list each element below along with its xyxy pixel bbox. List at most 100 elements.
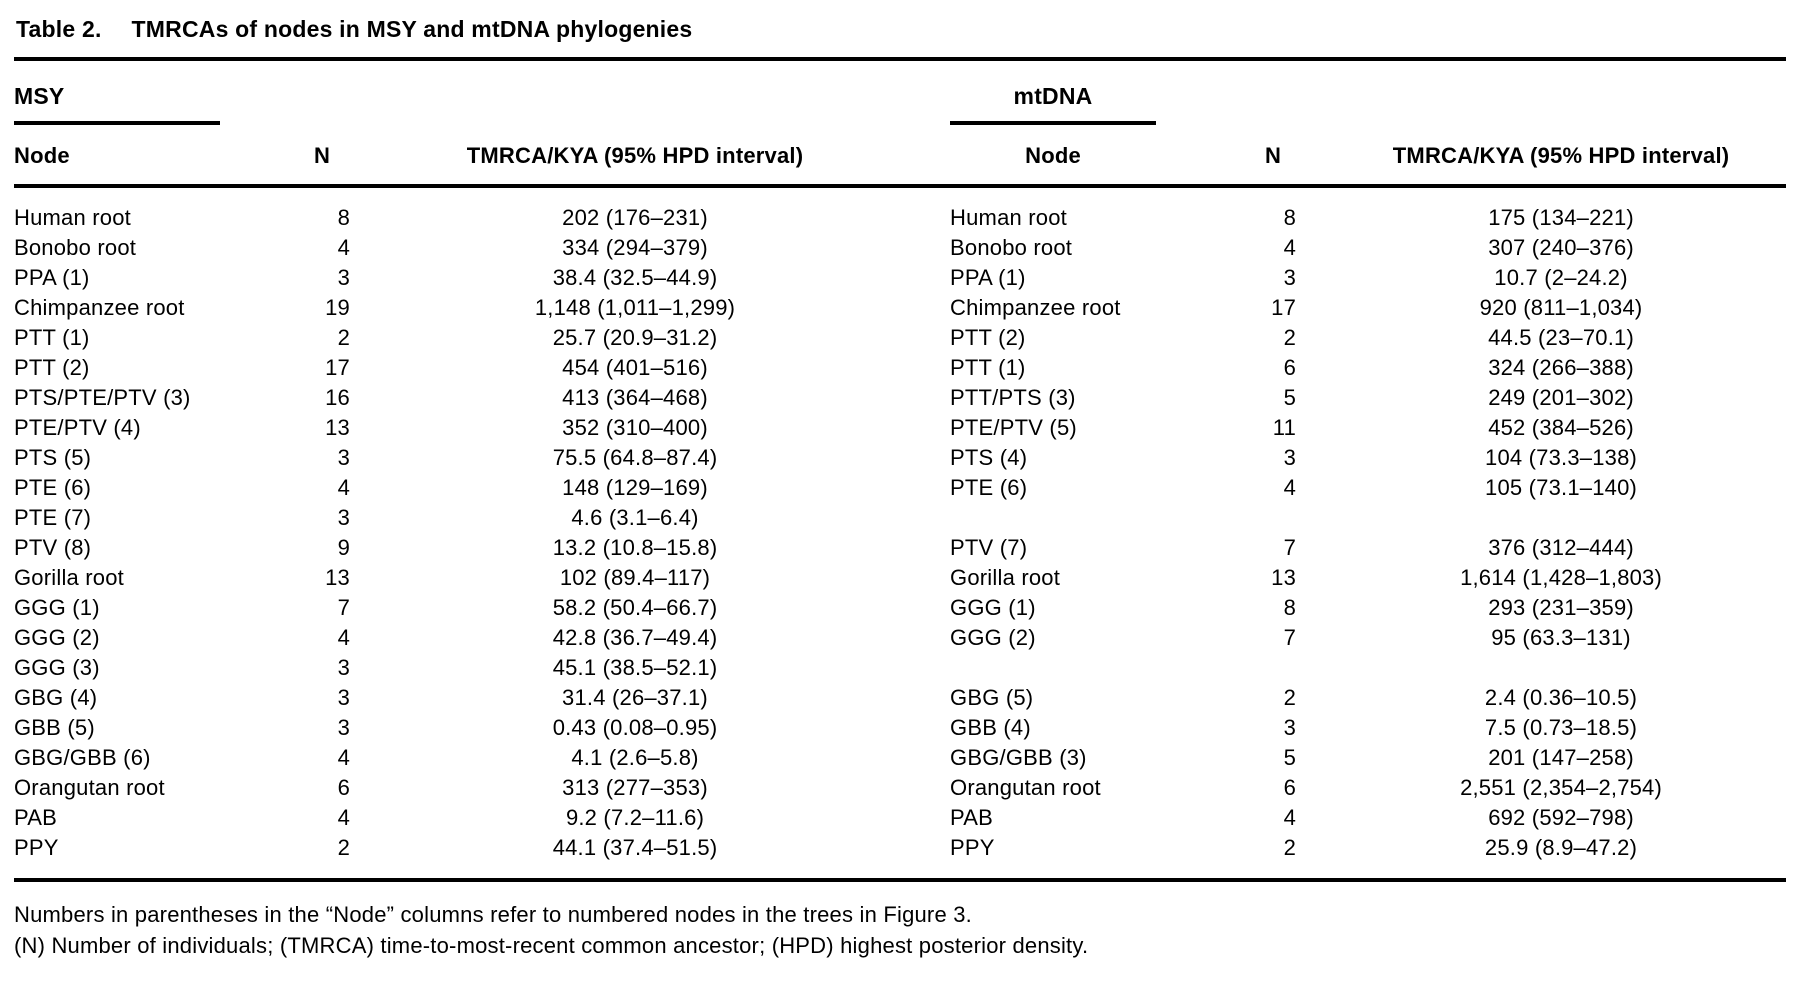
msy-tmrca-cell: 9.2 (7.2–11.6) bbox=[565, 805, 705, 830]
mtdna-tmrca-cell: 249 (201–302) bbox=[1488, 385, 1634, 410]
msy-tmrca-cell: 454 (401–516) bbox=[562, 355, 708, 380]
mtdna-tmrca-cell: 7.5 (0.73–18.5) bbox=[1484, 715, 1638, 740]
msy-node-cell: PTV (8) bbox=[14, 535, 92, 560]
mtdna-tmrca-cell: 307 (240–376) bbox=[1488, 235, 1634, 260]
table-row: PTE (6) 4 148 (129–169) PTE (6) 4 105 (73.1–1… bbox=[14, 473, 1786, 503]
row-spacer-cell bbox=[870, 533, 950, 563]
msy-node-cell: GGG (2) bbox=[14, 625, 100, 650]
group-spacer bbox=[870, 61, 950, 125]
mtdna-n-cell: 3 bbox=[1283, 445, 1297, 470]
row-spacer-cell bbox=[870, 623, 950, 653]
msy-tmrca-cell: 31.4 (26–37.1) bbox=[562, 685, 708, 710]
mtdna-node-cell: GGG (2) bbox=[950, 625, 1036, 650]
row-spacer-cell bbox=[870, 653, 950, 683]
mtdna-tmrca-cell: 920 (811–1,034) bbox=[1479, 295, 1643, 320]
msy-node-cell: GGG (1) bbox=[14, 595, 100, 620]
msy-n-cell: 4 bbox=[337, 745, 350, 770]
table-row: Chimpanzee root 19 1,148 (1,011–1,299) Chim… bbox=[14, 293, 1786, 323]
table-row: PPA (1) 3 38.4 (32.5–44.9) PPA (1) 3 10.7 (2–… bbox=[14, 263, 1786, 293]
msy-n-cell: 6 bbox=[337, 775, 350, 800]
mtdna-node-cell: GBB (4) bbox=[950, 715, 1031, 740]
top-rule bbox=[14, 57, 1786, 61]
msy-node-cell: PPY bbox=[14, 835, 59, 860]
msy-node-cell: GBG/GBB (6) bbox=[14, 745, 151, 770]
row-spacer-cell bbox=[870, 293, 950, 323]
mtdna-n-cell bbox=[1250, 503, 1296, 533]
table-number: Table 2. bbox=[16, 16, 102, 42]
mtdna-node-cell: PTE/PTV (5) bbox=[950, 415, 1077, 440]
col-header-mtdna-tmrca: TMRCA/KYA (95% HPD interval) bbox=[1296, 125, 1787, 188]
table-row: PTV (8) 9 13.2 (10.8–15.8) PTV (7) 7 376 (312… bbox=[14, 533, 1786, 563]
table-row: PAB 4 9.2 (7.2–11.6) PAB 4 692 (592–798) bbox=[14, 803, 1786, 833]
row-spacer-cell bbox=[870, 383, 950, 413]
msy-n-cell: 4 bbox=[337, 475, 350, 500]
msy-node-cell: PTS/PTE/PTV (3) bbox=[14, 385, 191, 410]
msy-node-cell: Bonobo root bbox=[14, 235, 137, 260]
mtdna-tmrca-cell: 2.4 (0.36–10.5) bbox=[1484, 685, 1638, 710]
footnote-line: Numbers in parentheses in the “Node” col… bbox=[14, 902, 972, 927]
group-label-mtdna: mtDNA bbox=[950, 83, 1157, 125]
msy-n-cell: 19 bbox=[325, 295, 350, 320]
mtdna-n-cell: 13 bbox=[1271, 565, 1297, 590]
msy-tmrca-cell: 102 (89.4–117) bbox=[559, 565, 711, 590]
mtdna-tmrca-cell bbox=[1296, 503, 1786, 533]
mtdna-node-cell: PPY bbox=[950, 835, 995, 860]
mtdna-node-cell bbox=[950, 653, 1250, 683]
msy-tmrca-cell: 413 (364–468) bbox=[562, 385, 708, 410]
table-row: GGG (1) 7 58.2 (50.4–66.7) GGG (1) 8 293 (231… bbox=[14, 593, 1786, 623]
msy-node-cell: PTT (2) bbox=[14, 355, 90, 380]
msy-tmrca-cell: 42.8 (36.7–49.4) bbox=[552, 625, 718, 650]
mtdna-tmrca-cell: 175 (134–221) bbox=[1488, 205, 1634, 230]
msy-node-cell: PAB bbox=[14, 805, 57, 830]
mtdna-n-cell: 7 bbox=[1283, 625, 1297, 650]
row-spacer-cell bbox=[870, 233, 950, 263]
msy-n-cell: 3 bbox=[337, 265, 350, 290]
table-row: PTS/PTE/PTV (3) 16 413 (364–468) PTT/PTS (3… bbox=[14, 383, 1786, 413]
msy-node-cell: GBG (4) bbox=[14, 685, 98, 710]
row-spacer-cell bbox=[870, 683, 950, 713]
mtdna-node-cell: Gorilla root bbox=[950, 565, 1061, 590]
msy-tmrca-cell: 334 (294–379) bbox=[562, 235, 708, 260]
mtdna-tmrca-cell: 44.5 (23–70.1) bbox=[1488, 325, 1634, 350]
col-header-msy-n: N bbox=[294, 125, 350, 188]
mtdna-tmrca-cell: 376 (312–444) bbox=[1488, 535, 1634, 560]
msy-tmrca-cell: 202 (176–231) bbox=[562, 205, 708, 230]
column-header-row: Node N TMRCA/KYA (95% HPD interval) Node… bbox=[14, 125, 1787, 188]
mtdna-tmrca-cell: 324 (266–388) bbox=[1488, 355, 1634, 380]
msy-node-cell: PTE (7) bbox=[14, 505, 92, 530]
mtdna-node-cell: PTT (2) bbox=[950, 325, 1026, 350]
row-spacer-cell bbox=[870, 443, 950, 473]
msy-node-cell: Human root bbox=[14, 205, 131, 230]
bottom-rule bbox=[14, 878, 1786, 882]
table-row: PTE (7) 3 4.6 (3.1–6.4) bbox=[14, 503, 1786, 533]
msy-tmrca-cell: 4.6 (3.1–6.4) bbox=[571, 505, 699, 530]
mtdna-n-cell: 5 bbox=[1283, 745, 1297, 770]
msy-tmrca-cell: 58.2 (50.4–66.7) bbox=[552, 595, 718, 620]
mtdna-tmrca-cell: 25.9 (8.9–47.2) bbox=[1484, 835, 1638, 860]
footnote-line: (N) Number of individuals; (TMRCA) time-… bbox=[14, 933, 1089, 958]
mtdna-node-cell: Chimpanzee root bbox=[950, 295, 1121, 320]
msy-n-cell: 4 bbox=[337, 805, 350, 830]
msy-n-cell: 17 bbox=[325, 355, 350, 380]
mtdna-node-cell: PTS (4) bbox=[950, 445, 1028, 470]
row-spacer-cell bbox=[870, 413, 950, 443]
mtdna-n-cell: 2 bbox=[1283, 685, 1297, 710]
col-header-mtdna-node-label: Node bbox=[1025, 143, 1081, 168]
msy-node-cell: PTS (5) bbox=[14, 445, 92, 470]
msy-n-cell: 3 bbox=[337, 715, 350, 740]
msy-tmrca-cell: 148 (129–169) bbox=[562, 475, 708, 500]
row-spacer-cell bbox=[870, 353, 950, 383]
table-row: GGG (2) 4 42.8 (36.7–49.4) GGG (2) 7 95 (63.3… bbox=[14, 623, 1786, 653]
mtdna-tmrca-cell: 104 (73.3–138) bbox=[1485, 445, 1638, 470]
mtdna-tmrca-cell: 105 (73.1–140) bbox=[1485, 475, 1638, 500]
mtdna-node-cell: PTT (1) bbox=[950, 355, 1026, 380]
row-spacer-cell bbox=[870, 473, 950, 503]
msy-tmrca-cell: 44.1 (37.4–51.5) bbox=[552, 835, 718, 860]
msy-n-cell: 4 bbox=[337, 235, 350, 260]
mtdna-node-cell: PAB bbox=[950, 805, 994, 830]
msy-tmrca-cell: 75.5 (64.8–87.4) bbox=[552, 445, 718, 470]
mtdna-n-cell: 5 bbox=[1283, 385, 1297, 410]
table-row: Human root 8 202 (176–231) Human root 8 175 (… bbox=[14, 186, 1786, 233]
mtdna-tmrca-cell: 293 (231–359) bbox=[1488, 595, 1634, 620]
